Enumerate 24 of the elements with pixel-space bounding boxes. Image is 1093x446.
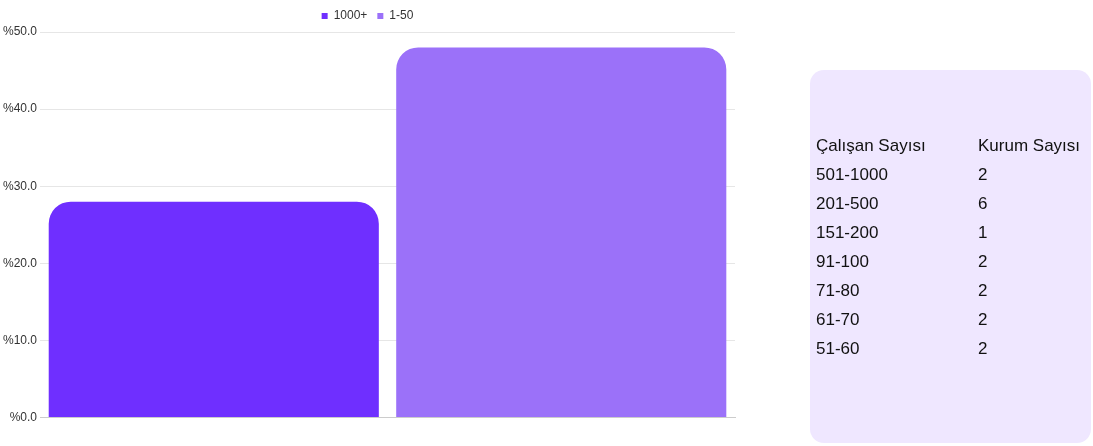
category-label: 71-80 [816,279,861,302]
text: Çalışan Sayısı [816,134,927,157]
data-label: 2 [978,308,989,331]
category-label: 61-70 [816,308,861,331]
text: Kurum Sayısı [978,134,1081,157]
category-label: 151-200 [816,221,880,244]
y-tick-label: %30.0 [2,178,38,193]
y-tick-label: %0.0 [9,409,38,424]
y-tick-label: %40.0 [2,101,38,116]
data-label: 2 [978,163,989,186]
category-label: 501-1000 [816,163,889,186]
category-label: 51-60 [816,337,861,360]
data-label: 6 [978,192,989,215]
data-label: 2 [978,337,989,360]
data-label: 1 [978,221,989,244]
category-label: 201-500 [816,192,880,215]
data-label: 2 [978,250,989,273]
legend-label: 1-50 [389,8,414,23]
y-tick-label: %50.0 [2,24,38,39]
category-label: 91-100 [816,250,870,273]
y-tick-label: %20.0 [2,255,38,270]
y-tick-label: %10.0 [2,332,38,347]
legend-label: 1000+ [333,8,368,23]
data-label: 2 [978,279,989,302]
